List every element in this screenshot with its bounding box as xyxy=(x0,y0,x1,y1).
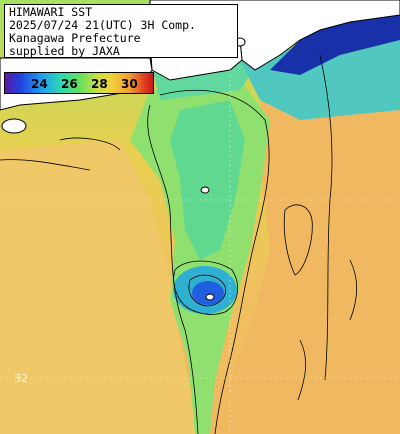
legend-tick-28: 28 xyxy=(91,77,108,91)
lat-label: 32 xyxy=(14,372,28,385)
cold-eddy-core xyxy=(192,281,224,305)
cool-core xyxy=(170,100,245,260)
map-info-box: HIMAWARI SST 2025/07/24 21(UTC) 3H Comp.… xyxy=(4,4,238,58)
legend-tick-24: 24 xyxy=(31,77,48,91)
island-small-2 xyxy=(1,118,27,134)
info-credit: supplied by JAXA xyxy=(9,44,120,58)
legend-tick-30: 30 xyxy=(121,77,138,91)
info-title: HIMAWARI SST xyxy=(9,5,93,19)
island-small-3 xyxy=(200,186,210,194)
coastal-cold-strip xyxy=(270,10,400,75)
island-small-4 xyxy=(205,293,215,301)
sst-color-legend: 24 26 28 30 xyxy=(4,72,154,94)
info-region: Kanagawa Prefecture xyxy=(9,31,141,45)
info-datetime: 2025/07/24 21(UTC) 3H Comp. xyxy=(9,18,196,32)
warm-region-west xyxy=(0,140,200,434)
warm-region-east xyxy=(230,40,400,434)
sst-contours xyxy=(0,54,358,434)
legend-tick-26: 26 xyxy=(61,77,78,91)
